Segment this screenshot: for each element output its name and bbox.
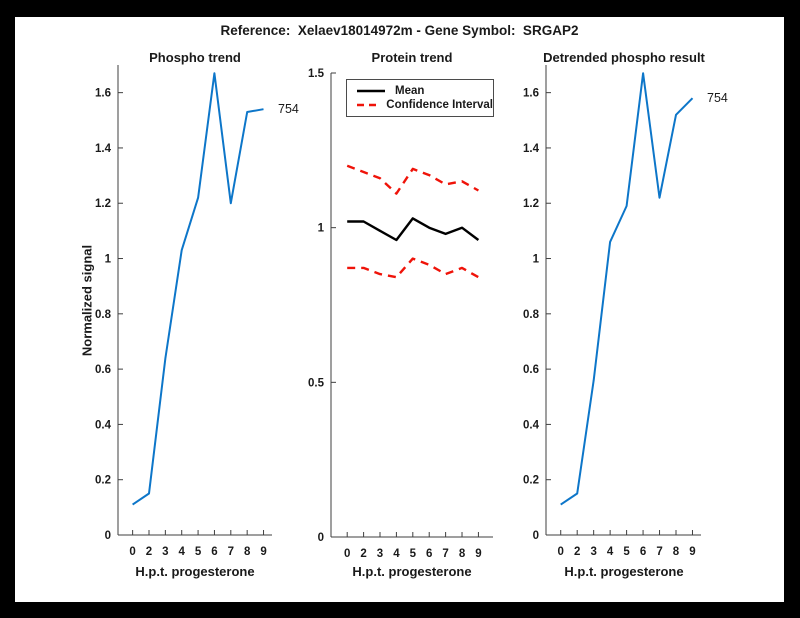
series-end-label: 754 <box>707 91 728 105</box>
y-tick-label: 0.2 <box>523 475 539 487</box>
y-tick-label: 0.6 <box>523 364 539 376</box>
x-tick-label: 2 <box>574 546 580 558</box>
series-end-label: 754 <box>278 102 299 116</box>
x-tick-label: 0 <box>344 548 350 560</box>
y-tick-label: 1 <box>318 223 325 235</box>
x-tick-label: 6 <box>640 546 646 558</box>
x-tick-label: 5 <box>195 546 202 558</box>
x-tick-label: 2 <box>146 546 152 558</box>
legend-entry-confidence-interval: Confidence Interval <box>356 98 493 112</box>
legend-entry-mean: Mean <box>356 84 493 98</box>
x-axis-label-1: H.p.t. progesterone <box>135 564 255 579</box>
x-tick-label: 3 <box>162 546 168 558</box>
ci-dashed-line-sample-icon <box>357 103 378 107</box>
y-tick-label: 1.6 <box>523 88 539 100</box>
x-tick-label: 9 <box>260 546 266 558</box>
x-tick-label: 4 <box>607 546 614 558</box>
x-tick-label: 0 <box>129 546 135 558</box>
x-tick-label: 8 <box>673 546 680 558</box>
x-tick-label: 5 <box>623 546 630 558</box>
x-tick-label: 4 <box>179 546 186 558</box>
y-tick-label: 0.4 <box>95 419 112 431</box>
y-tick-label: 1.4 <box>95 143 112 155</box>
x-tick-label: 9 <box>475 548 481 560</box>
y-tick-label: 1.2 <box>95 198 111 210</box>
x-tick-label: 7 <box>656 546 662 558</box>
x-tick-label: 5 <box>410 548 417 560</box>
y-tick-label: 0.5 <box>308 377 325 389</box>
subplot-title-detrended-result: Detrended phospho result <box>543 50 705 65</box>
x-tick-label: 7 <box>228 546 234 558</box>
x-tick-label: 8 <box>459 548 466 560</box>
y-tick-label: 1.6 <box>95 88 111 100</box>
x-tick-label: 6 <box>211 546 217 558</box>
y-axis-label: Normalized signal <box>79 244 95 357</box>
y-tick-label: 0 <box>105 530 111 542</box>
y-tick-label: 0.4 <box>523 419 540 431</box>
y-tick-label: 1.5 <box>308 68 325 80</box>
y-tick-label: 1 <box>105 254 112 266</box>
legend-box: Mean Confidence Interval <box>346 79 494 117</box>
y-tick-label: 0.8 <box>95 309 112 321</box>
series-line <box>560 72 694 506</box>
x-tick-label: 2 <box>360 548 366 560</box>
y-tick-label: 1.2 <box>523 198 539 210</box>
x-tick-label: 3 <box>590 546 596 558</box>
y-tick-label: 0.8 <box>523 309 540 321</box>
y-tick-label: 0 <box>318 532 324 544</box>
y-tick-label: 0.6 <box>95 364 111 376</box>
series-line <box>347 217 480 242</box>
y-tick-label: 0.2 <box>95 475 111 487</box>
x-tick-label: 8 <box>244 546 251 558</box>
y-tick-label: 1 <box>533 254 540 266</box>
x-axis-label-3: H.p.t. progesterone <box>564 564 684 579</box>
series-line <box>347 257 479 279</box>
mean-line-sample-icon <box>357 89 385 93</box>
series-line <box>346 164 479 195</box>
subplot-2: 00.511.50 2 3 4 5 6 7 8 9 <box>308 68 493 560</box>
legend-label-mean: Mean <box>395 85 425 97</box>
x-tick-label: 4 <box>393 548 400 560</box>
figure-canvas: 0 0.2 0.4 0.6 0.8 1 1.2 1.4 1.6 0 2 3 4 5 6 7 8 9 754 0 0.5 1… <box>15 17 784 602</box>
x-tick-label: 9 <box>689 546 695 558</box>
x-tick-label: 7 <box>442 548 448 560</box>
x-tick-label: 6 <box>426 548 432 560</box>
series-line <box>132 72 264 506</box>
subplot-title-protein-trend: Protein trend <box>371 50 453 65</box>
legend-label-confidence-interval: Confidence Interval <box>386 99 493 111</box>
y-tick-label: 0 <box>533 530 539 542</box>
subplot-title-phospho-trend: Phospho trend <box>149 50 241 65</box>
x-tick-label: 3 <box>377 548 383 560</box>
figure-title: Reference: Xelaev18014972m - Gene Symbol… <box>220 23 579 38</box>
x-axis-label-2: H.p.t. progesterone <box>352 564 472 579</box>
y-tick-label: 1.4 <box>523 143 540 155</box>
plots-svg: 00.20.40.60.811.21.41.60 2 3 4 5 6 7 8 975400.51… <box>95 65 728 560</box>
x-tick-label: 0 <box>558 546 564 558</box>
